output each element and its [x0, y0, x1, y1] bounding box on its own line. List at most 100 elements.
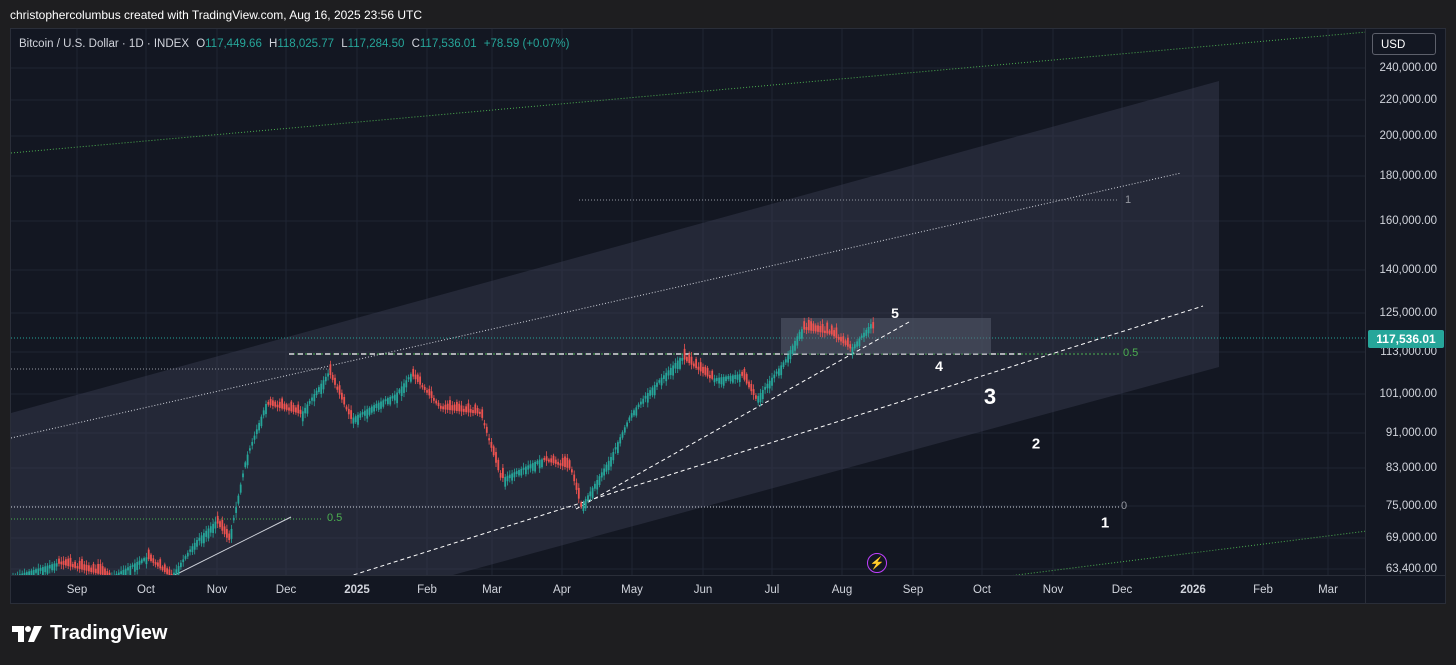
- candle-body: [44, 566, 47, 573]
- candle-body: [120, 571, 122, 575]
- candle-body: [359, 413, 362, 418]
- candle-body: [692, 363, 695, 367]
- time-axis[interactable]: Sep Oct Nov Dec 2025 Feb Mar Apr May Jun Jul Aug Sep…: [10, 576, 1366, 604]
- candle-body: [506, 475, 509, 482]
- candle-body: [265, 404, 267, 415]
- time-label: Dec: [1111, 584, 1133, 596]
- candle-body: [368, 407, 371, 415]
- candle-body: [686, 356, 688, 362]
- candle-body: [129, 565, 132, 575]
- chart-canvas[interactable]: [11, 29, 1366, 576]
- candle-body: [228, 533, 231, 541]
- candle-body: [138, 560, 141, 565]
- candle-body: [465, 406, 467, 413]
- candle-body: [467, 403, 470, 413]
- wave-1-label: 1: [1100, 514, 1110, 532]
- candle-body: [472, 410, 474, 413]
- candle-body: [55, 563, 58, 567]
- low-value: 117,284.50: [347, 38, 405, 50]
- candle-body: [713, 378, 716, 383]
- candle-body: [364, 410, 366, 416]
- candle-body: [665, 372, 668, 382]
- time-label: Nov: [1042, 584, 1064, 596]
- candle-body: [104, 568, 106, 575]
- price-label: 75,000.00: [1385, 500, 1437, 512]
- candle-body: [115, 573, 118, 575]
- candle-body: [637, 404, 640, 408]
- candle-body: [554, 459, 557, 464]
- candle-body: [299, 409, 302, 414]
- candle-body: [520, 468, 523, 476]
- candle-body: [635, 407, 638, 416]
- candle-body: [186, 552, 189, 557]
- fib-1-label: 1: [1125, 194, 1132, 206]
- candle-body: [244, 462, 247, 468]
- axis-corner: [1366, 576, 1446, 604]
- candle-body: [695, 358, 697, 369]
- candle-body: [612, 452, 615, 461]
- candle-body: [702, 366, 704, 374]
- trendline-steep: [575, 321, 910, 510]
- candle-body: [522, 467, 525, 470]
- candle-body: [600, 472, 603, 478]
- candle-body: [571, 469, 573, 473]
- candle-body: [306, 404, 309, 414]
- candle-body: [32, 569, 35, 575]
- candle-body: [97, 563, 99, 574]
- candle-body: [219, 521, 221, 528]
- candle-body: [853, 344, 856, 349]
- time-label: Oct: [973, 584, 991, 596]
- candle-body: [246, 454, 249, 466]
- lightning-icon[interactable]: ⚡: [867, 553, 887, 573]
- candle-body: [60, 561, 63, 565]
- candle-body: [329, 364, 332, 375]
- candle-body: [214, 521, 217, 529]
- candle-body: [435, 400, 438, 404]
- wave-3-label: 3: [983, 384, 997, 409]
- candle-body: [469, 408, 472, 413]
- candle-body: [318, 387, 320, 393]
- candle-body: [529, 464, 532, 469]
- candle-body: [681, 357, 684, 361]
- chart-pane[interactable]: Bitcoin / U.S. Dollar · 1D · INDEX O117,…: [10, 28, 1366, 576]
- candle-body: [704, 366, 707, 375]
- candle-body: [182, 559, 185, 563]
- price-label: 113,000.00: [1380, 346, 1437, 358]
- candle-body: [481, 409, 484, 418]
- candle-body: [313, 394, 316, 402]
- candle-body: [488, 438, 490, 441]
- candle-body: [166, 568, 168, 574]
- candle-body: [810, 321, 812, 331]
- candle-body: [819, 325, 822, 333]
- currency-button[interactable]: USD: [1372, 33, 1436, 55]
- candle-body: [239, 484, 242, 493]
- candle-body: [184, 556, 187, 559]
- candle-body: [53, 563, 56, 571]
- candle-body: [283, 403, 286, 410]
- candle-body: [361, 412, 364, 415]
- candle-body: [561, 457, 564, 467]
- candle-body: [345, 406, 348, 410]
- candle-body: [826, 322, 829, 334]
- candle-body: [614, 447, 617, 450]
- time-label: Dec: [275, 584, 297, 596]
- candle-body: [226, 529, 228, 538]
- candle-body: [745, 374, 748, 384]
- candle-body: [207, 528, 210, 539]
- candle-body: [720, 377, 723, 385]
- high-label: H: [269, 38, 278, 50]
- candle-body: [697, 366, 700, 370]
- candle-body: [787, 354, 789, 363]
- candle-body: [274, 401, 277, 407]
- candle-body: [237, 495, 240, 504]
- candle-body: [439, 405, 442, 409]
- candle-body: [840, 336, 842, 342]
- candle-body: [400, 386, 403, 396]
- wave-2-label: 2: [1031, 435, 1041, 453]
- candle-body: [633, 410, 635, 416]
- candle-body: [867, 327, 870, 334]
- candle-body: [548, 459, 550, 462]
- candle-body: [598, 476, 601, 486]
- price-axis[interactable]: USD 240,000.00 220,000.00 200,000.00 180,00…: [1366, 28, 1446, 576]
- candle-body: [748, 381, 750, 388]
